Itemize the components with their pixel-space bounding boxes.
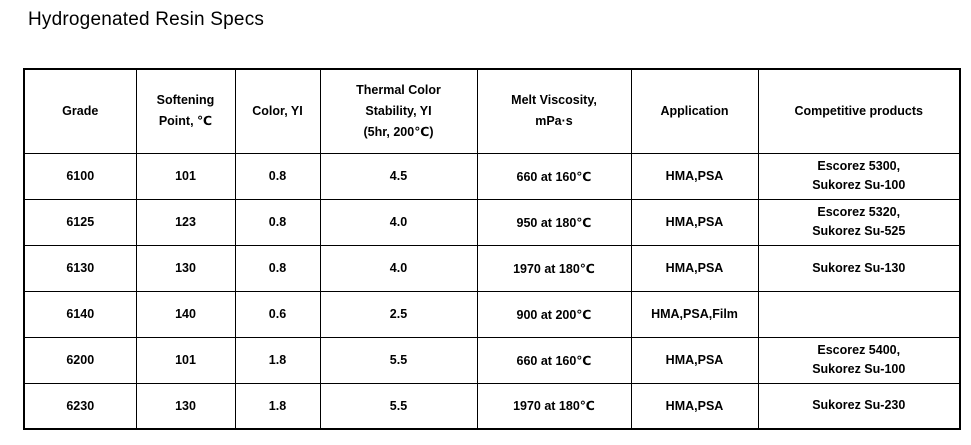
cell-softening-point: 130 [135,382,236,430]
col-header-label: Softening [156,93,215,108]
cell-competitive-products: Escorez 5320, Sukorez Su-525 [757,198,961,246]
competitive-product-line: Sukorez Su-100 [812,178,906,192]
cell-color: 1.8 [234,336,321,384]
cell-melt-viscosity: 660 at 160℃ [476,336,632,384]
table-row: 6200 101 1.8 5.5 660 at 160℃ HMA,PSA Esc… [23,336,961,384]
cell-softening-point: 130 [135,244,236,292]
competitive-product-line: Sukorez Su-100 [812,362,906,376]
competitive-product-line: Sukorez Su-130 [812,260,906,275]
cell-application: HMA,PSA,Film [630,290,759,338]
col-header-melt-viscosity: Melt Viscosity, mPa·s [476,68,632,154]
cell-thermal-color-stability: 4.5 [319,152,478,200]
page-title: Hydrogenated Resin Specs [28,9,265,30]
cell-melt-viscosity: 1970 at 180℃ [476,244,632,292]
table-header: Grade Softening Point, ℃ Color, YI Therm… [23,68,961,154]
cell-melt-viscosity: 950 at 180℃ [476,198,632,246]
table-body: 6100 101 0.8 4.5 660 at 160℃ HMA,PSA Esc… [23,152,961,430]
cell-application: HMA,PSA [630,336,759,384]
cell-softening-point: 140 [135,290,236,338]
table-row: 6125 123 0.8 4.0 950 at 180℃ HMA,PSA Esc… [23,198,961,246]
cell-softening-point: 101 [135,152,236,200]
table-row: 6100 101 0.8 4.5 660 at 160℃ HMA,PSA Esc… [23,152,961,200]
cell-melt-viscosity: 900 at 200℃ [476,290,632,338]
col-header-thermal-color-stability: Thermal Color Stability, YI (5hr, 200℃) [319,68,478,154]
cell-competitive-products: Sukorez Su-130 [757,244,961,292]
cell-competitive-products: Escorez 5400, Sukorez Su-100 [757,336,961,384]
col-header-softening-point: Softening Point, ℃ [135,68,236,154]
cell-application: HMA,PSA [630,152,759,200]
cell-thermal-color-stability: 4.0 [319,198,478,246]
cell-grade: 6125 [23,198,137,246]
cell-color: 0.8 [234,152,321,200]
cell-thermal-color-stability: 5.5 [319,382,478,430]
cell-grade: 6140 [23,290,137,338]
cell-thermal-color-stability: 2.5 [319,290,478,338]
cell-softening-point: 101 [135,336,236,384]
resin-specs-table: Grade Softening Point, ℃ Color, YI Therm… [23,68,961,430]
col-header-label: Competitive products [794,103,924,118]
col-header-label: (5hr, 200℃) [363,124,434,139]
cell-competitive-products: Escorez 5300, Sukorez Su-100 [757,152,961,200]
cell-grade: 6130 [23,244,137,292]
competitive-product-line: Escorez 5320, [817,205,901,219]
competitive-product-line: Sukorez Su-230 [812,398,906,413]
col-header-label: Point, ℃ [158,114,213,129]
col-header-label: Color, YI [252,103,303,118]
col-header-label: Thermal Color [356,82,441,97]
competitive-product-line: Sukorez Su-525 [812,224,906,238]
cell-grade: 6100 [23,152,137,200]
cell-color: 0.6 [234,290,321,338]
col-header-competitive-products: Competitive products [757,68,961,154]
cell-application: HMA,PSA [630,382,759,430]
cell-softening-point: 123 [135,198,236,246]
cell-thermal-color-stability: 4.0 [319,244,478,292]
col-header-application: Application [630,68,759,154]
col-header-label: Application [660,103,729,118]
cell-color: 1.8 [234,382,321,430]
col-header-label: Melt Viscosity, [511,93,597,108]
col-header-color: Color, YI [234,68,321,154]
header-row: Grade Softening Point, ℃ Color, YI Therm… [23,68,961,154]
competitive-product-line: Escorez 5300, [817,159,901,173]
cell-competitive-products: Sukorez Su-230 [757,382,961,430]
competitive-product-line: Escorez 5400, [817,343,901,357]
table-row: 6130 130 0.8 4.0 1970 at 180℃ HMA,PSA Su… [23,244,961,292]
table-row: 6230 130 1.8 5.5 1970 at 180℃ HMA,PSA Su… [23,382,961,430]
col-header-label: Stability, YI [365,103,432,118]
cell-thermal-color-stability: 5.5 [319,336,478,384]
cell-application: HMA,PSA [630,198,759,246]
cell-color: 0.8 [234,244,321,292]
cell-melt-viscosity: 660 at 160℃ [476,152,632,200]
cell-color: 0.8 [234,198,321,246]
cell-competitive-products [757,290,961,338]
cell-grade: 6200 [23,336,137,384]
col-header-label: Grade [62,103,99,118]
cell-melt-viscosity: 1970 at 180℃ [476,382,632,430]
cell-application: HMA,PSA [630,244,759,292]
table-row: 6140 140 0.6 2.5 900 at 200℃ HMA,PSA,Fil… [23,290,961,338]
cell-grade: 6230 [23,382,137,430]
col-header-grade: Grade [23,68,137,154]
col-header-label: mPa·s [535,114,573,129]
